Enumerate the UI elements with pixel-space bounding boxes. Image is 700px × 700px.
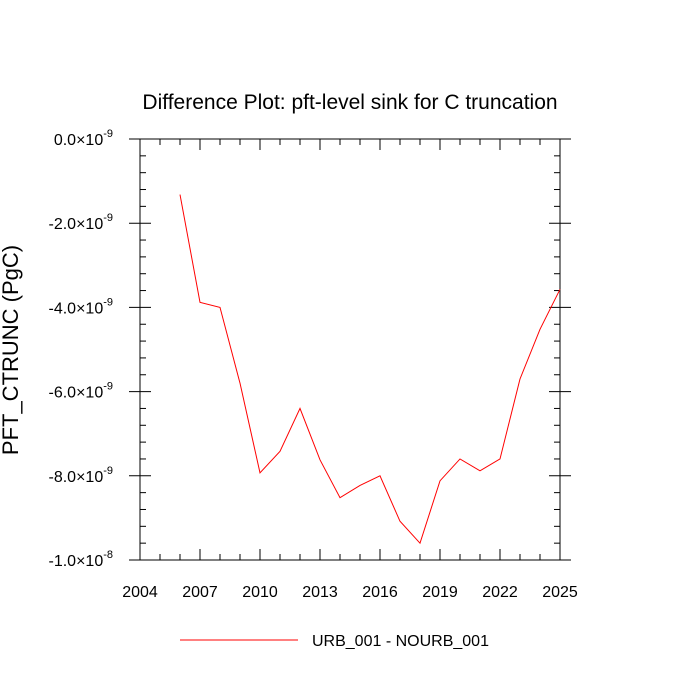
y-tick-label: -6.0×10-9	[49, 381, 114, 402]
y-axis-label: PFT_CTRUNC (PgC)	[0, 245, 23, 455]
x-tick-label: 2016	[362, 584, 398, 601]
legend-label: URB_001 - NOURB_001	[312, 633, 489, 650]
y-tick-label: 0.0×10-9	[54, 128, 113, 149]
y-tick-label: -4.0×10-9	[49, 296, 114, 317]
y-tick-label: -8.0×10-9	[49, 465, 114, 486]
plot-axes: 2004 2007 2010 2013 2016 2019 2022 2025 0.0×10-9…	[49, 128, 578, 601]
plot-frame	[139, 138, 561, 561]
y-tick-label: -2.0×10-9	[49, 212, 114, 233]
x-tick-label: 2010	[242, 584, 278, 601]
x-tick-label: 2013	[302, 584, 338, 601]
legend: URB_001 - NOURB_001	[180, 633, 489, 650]
x-tick-label: 2004	[122, 584, 158, 601]
x-tick-label: 2007	[182, 584, 218, 601]
y-tick-label: -1.0×10-8	[49, 549, 114, 570]
x-tick-label: 2019	[422, 584, 458, 601]
chart-title: Difference Plot: pft-level sink for C tr…	[142, 91, 557, 114]
series-layer	[179, 194, 561, 545]
x-tick-label: 2022	[482, 584, 518, 601]
x-tick-label: 2025	[542, 584, 578, 601]
series-line	[179, 194, 561, 545]
